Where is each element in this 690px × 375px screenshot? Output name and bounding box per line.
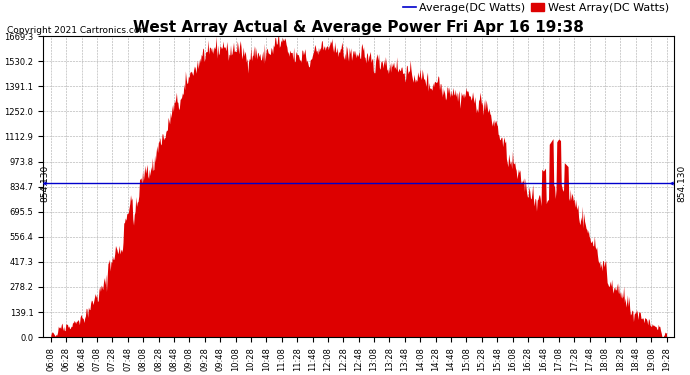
Text: Copyright 2021 Cartronics.com: Copyright 2021 Cartronics.com [7,26,148,35]
Text: 854.130: 854.130 [41,165,50,202]
Title: West Array Actual & Average Power Fri Apr 16 19:38: West Array Actual & Average Power Fri Ap… [133,20,584,35]
Text: 854.130: 854.130 [678,165,687,202]
Legend: Average(DC Watts), West Array(DC Watts): Average(DC Watts), West Array(DC Watts) [402,3,669,13]
